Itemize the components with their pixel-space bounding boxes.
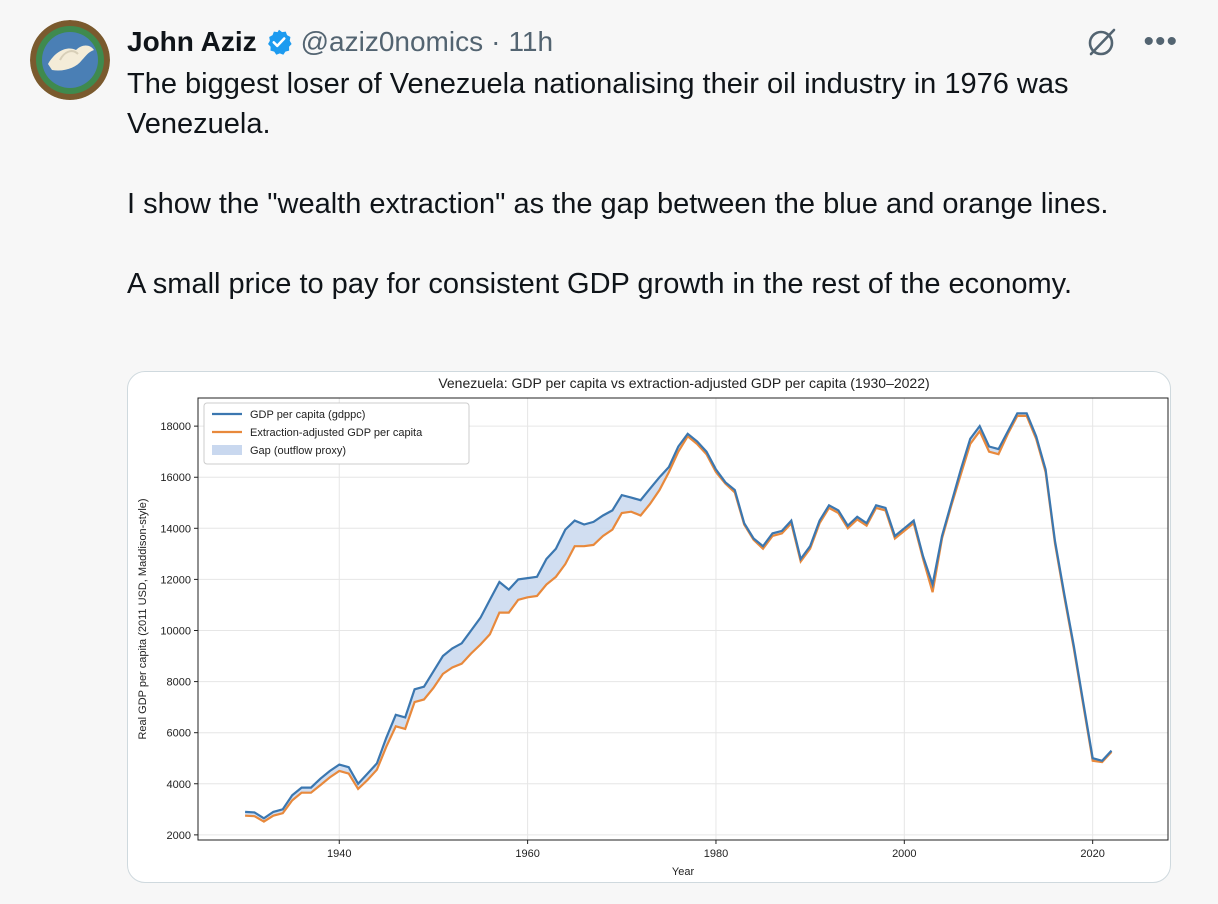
gdp-chart: Venezuela: GDP per capita vs extraction-… <box>137 375 1169 878</box>
y-tick-label: 2000 <box>167 830 191 842</box>
y-axis-label: Real GDP per capita (2011 USD, Maddison-… <box>137 498 149 739</box>
tweet-timestamp[interactable]: 11h <box>508 26 554 57</box>
verified-badge-icon <box>267 29 292 55</box>
legend-entry-gap: Gap (outflow proxy) <box>250 445 346 457</box>
x-tick-label: 1940 <box>327 848 351 860</box>
y-tick-label: 14000 <box>160 523 191 535</box>
author-avatar[interactable] <box>30 20 110 100</box>
legend: GDP per capita (gdppc) Extraction-adjust… <box>203 402 470 465</box>
separator-dot: · <box>491 26 501 57</box>
x-axis-label: Year <box>672 866 695 878</box>
author-name[interactable]: John Aziz <box>127 26 257 57</box>
legend-entry-extraction: Extraction-adjusted GDP per capita <box>250 427 423 439</box>
grok-icon[interactable] <box>1085 25 1119 59</box>
more-options-icon[interactable]: ••• <box>1143 25 1178 58</box>
gap-area <box>245 413 1112 822</box>
tweet-media-chart[interactable]: Venezuela: GDP per capita vs extraction-… <box>127 371 1171 883</box>
axis-ticks: 1940 1960 1980 2000 2020 2000 4000 6000 8000 1000… <box>160 421 1104 860</box>
y-tick-label: 12000 <box>160 574 191 586</box>
legend-box <box>203 402 470 465</box>
tweet-text: The biggest loser of Venezuela nationali… <box>127 68 1109 300</box>
dove-avatar-icon <box>30 20 110 100</box>
series-line-extraction-adjusted <box>245 414 1113 823</box>
author-handle[interactable]: @aziz0nomics <box>300 26 484 57</box>
x-tick-label: 1960 <box>515 848 539 860</box>
plot-frame <box>197 397 1169 841</box>
y-tick-label: 18000 <box>160 421 191 433</box>
legend-entry-gdppc: GDP per capita (gdppc) <box>250 409 365 421</box>
tweet-header: John Aziz @aziz0nomics · 11h <box>127 22 553 62</box>
y-tick-label: 16000 <box>160 472 191 484</box>
tweet-actions-top: ••• <box>1085 22 1178 62</box>
series-line-gdppc <box>245 412 1113 820</box>
x-tick-label: 2000 <box>892 848 916 860</box>
legend-swatch-gap <box>212 445 242 455</box>
y-tick-label: 4000 <box>167 779 191 791</box>
x-tick-label: 2020 <box>1080 848 1104 860</box>
x-tick-label: 1980 <box>704 848 728 860</box>
chart-title: Venezuela: GDP per capita vs extraction-… <box>438 375 929 391</box>
y-tick-label: 10000 <box>160 625 191 637</box>
y-tick-label: 8000 <box>167 677 191 689</box>
y-tick-label: 6000 <box>167 728 191 740</box>
